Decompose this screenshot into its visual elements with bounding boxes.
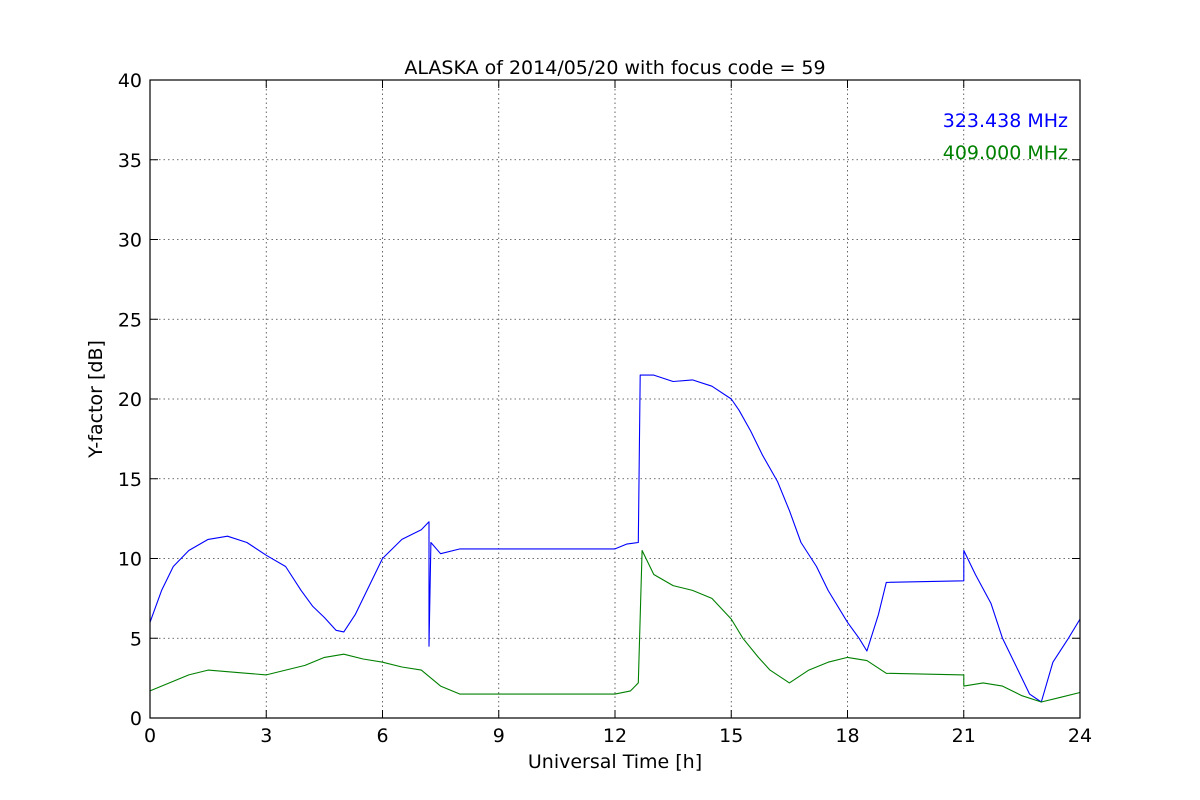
series-line-409-mhz — [149, 549, 1081, 703]
chart-title: ALASKA of 2014/05/20 with focus code = 5… — [404, 57, 825, 79]
y-tick-label: 15 — [118, 469, 142, 491]
x-tick-label: 18 — [835, 725, 859, 747]
x-tick-label: 6 — [376, 725, 388, 747]
plot-series — [149, 374, 1081, 703]
y-tick-label: 30 — [118, 230, 142, 252]
legend-entry-323-mhz: 323.438 MHz — [943, 110, 1068, 132]
x-tick-label: 21 — [952, 725, 976, 747]
y-tick-label: 25 — [118, 309, 142, 331]
x-tick-label: 12 — [603, 725, 627, 747]
y-tick-label: 5 — [130, 628, 142, 650]
y-tick-label: 10 — [118, 549, 142, 571]
y-axis: 0 5 10 15 20 25 30 35 40 — [118, 70, 1080, 730]
x-axis-label: Universal Time [h] — [528, 751, 702, 773]
x-tick-label: 15 — [719, 725, 743, 747]
x-tick-label: 3 — [260, 725, 272, 747]
y-tick-label: 20 — [118, 389, 142, 411]
y-tick-label: 0 — [130, 708, 142, 730]
y-tick-label: 35 — [118, 150, 142, 172]
x-tick-label: 0 — [144, 725, 156, 747]
x-tick-label: 9 — [493, 725, 505, 747]
grid — [149, 79, 1081, 719]
y-axis-label: Y-factor [dB] — [85, 340, 107, 459]
series-line-323-mhz — [149, 374, 1081, 703]
y-tick-label: 40 — [118, 70, 142, 92]
x-tick-label: 24 — [1068, 725, 1092, 747]
legend-entry-409-mhz: 409.000 MHz — [943, 142, 1068, 164]
x-axis: 0 3 6 9 12 15 18 21 24 — [144, 80, 1092, 747]
